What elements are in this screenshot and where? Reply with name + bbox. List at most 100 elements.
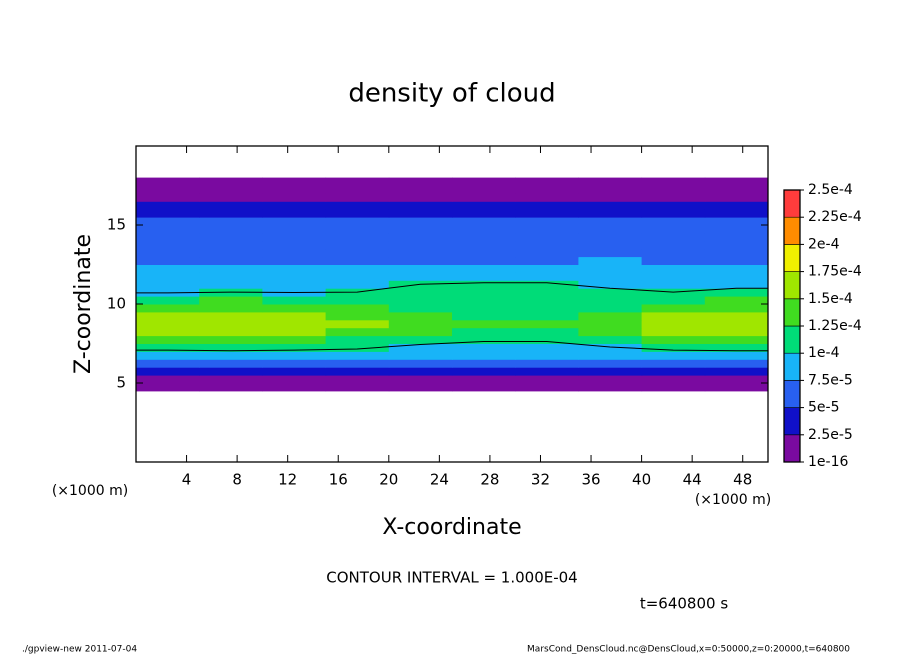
heat-cell	[136, 225, 200, 234]
heat-cell	[578, 375, 643, 384]
heat-cell	[704, 304, 769, 313]
heat-cell	[704, 383, 769, 392]
y-axis-title: Z-coordinate	[71, 234, 96, 374]
heat-cell	[452, 304, 516, 313]
heat-cell	[388, 185, 453, 194]
heat-cell	[136, 296, 200, 305]
heat-cell	[578, 248, 643, 258]
heat-cell	[199, 335, 263, 344]
heat-cell	[515, 272, 579, 281]
heat-cell	[136, 367, 200, 376]
heat-cell	[325, 343, 390, 352]
x-tick-label: 40	[632, 471, 651, 489]
heat-cell	[325, 177, 390, 186]
heat-cell	[704, 256, 769, 265]
heat-cell	[388, 296, 453, 305]
x-tick-label: 16	[329, 471, 348, 489]
heat-cell	[452, 288, 516, 297]
heat-cell	[136, 311, 200, 321]
heat-cell	[641, 201, 706, 210]
heat-cell	[325, 311, 390, 321]
heat-cell	[136, 351, 200, 360]
heat-cell	[325, 272, 390, 281]
heat-cell	[704, 193, 769, 202]
heat-cell	[578, 272, 643, 281]
heat-cell	[578, 351, 643, 360]
heat-cell	[578, 304, 643, 313]
colorbar-label: 2.5e-4	[808, 182, 853, 198]
heat-cell	[136, 272, 200, 281]
heat-cell	[199, 359, 263, 368]
heat-cell	[262, 375, 327, 384]
heat-cell	[452, 319, 516, 329]
heat-cell	[262, 264, 327, 273]
heat-cell	[515, 185, 579, 194]
heat-cell	[388, 383, 453, 392]
heat-cell	[515, 201, 579, 210]
heat-cell	[325, 232, 390, 242]
heat-cell	[578, 288, 643, 297]
heat-cell	[199, 319, 263, 329]
heat-cell	[262, 359, 327, 368]
heat-cell	[578, 217, 643, 226]
heat-cell	[136, 201, 200, 210]
footer-left: ./gpview-new 2011-07-04	[22, 645, 137, 654]
heat-cell	[199, 185, 263, 194]
heat-cell	[452, 185, 516, 194]
heat-cell	[452, 335, 516, 344]
heat-cell	[262, 272, 327, 281]
heat-cell	[136, 383, 200, 392]
heat-cell	[262, 193, 327, 202]
heat-cell	[704, 217, 769, 226]
heat-cell	[704, 225, 769, 234]
heat-cell	[388, 201, 453, 210]
heat-cell	[452, 359, 516, 368]
colorbar-band	[783, 298, 801, 327]
time-label: t=640800 s	[640, 595, 728, 613]
colorbar-label: 1.25e-4	[808, 318, 862, 334]
heat-cell	[388, 217, 453, 226]
heat-cell	[515, 311, 579, 321]
heat-cell	[704, 232, 769, 242]
heat-cell	[199, 375, 263, 384]
heat-cell	[388, 375, 453, 384]
heat-cell	[199, 225, 263, 234]
contour-line	[136, 341, 768, 352]
heat-cell	[515, 248, 579, 258]
heat-cell	[704, 327, 769, 337]
heat-cell	[136, 248, 200, 258]
heat-cell	[199, 232, 263, 242]
colorbar-label: 1e-4	[808, 345, 840, 361]
heat-cell	[325, 327, 390, 337]
heat-cell	[262, 367, 327, 376]
heat-cell	[452, 264, 516, 273]
y-tick-label: 15	[107, 216, 126, 234]
heat-cell	[578, 232, 643, 242]
heat-cell	[262, 256, 327, 265]
x-unit: (×1000 m)	[52, 483, 128, 499]
heat-cell	[325, 240, 390, 250]
heat-cell	[388, 225, 453, 234]
heat-cell	[452, 280, 516, 289]
heat-cell	[325, 359, 390, 368]
heat-cell	[388, 193, 453, 202]
heat-cell	[388, 232, 453, 242]
heat-cell	[641, 335, 706, 344]
heat-cell	[325, 193, 390, 202]
heat-cell	[452, 248, 516, 258]
heat-cell	[641, 327, 706, 337]
heat-cell	[325, 319, 390, 329]
heat-cell	[452, 327, 516, 337]
colorbar-band	[783, 380, 801, 408]
colorbar-label: 1.75e-4	[808, 264, 862, 280]
heat-cell	[325, 217, 390, 226]
x-axis-title: X-coordinate	[382, 515, 521, 540]
colorbar-band	[783, 189, 801, 218]
heat-cell	[262, 177, 327, 186]
footer-right: MarsCond_DensCloud.nc@DensCloud,x=0:5000…	[527, 645, 850, 654]
heat-cell	[388, 367, 453, 376]
heat-cell	[641, 240, 706, 250]
heat-cell	[262, 248, 327, 258]
heat-cell	[199, 367, 263, 376]
